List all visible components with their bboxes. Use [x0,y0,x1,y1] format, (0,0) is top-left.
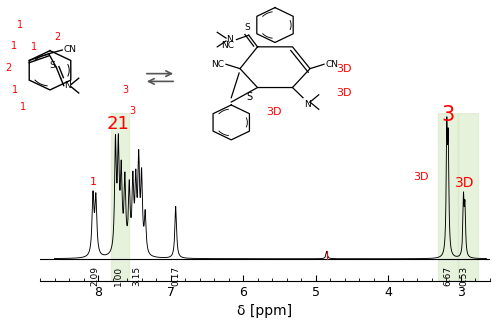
Text: 1: 1 [12,85,18,95]
Text: NC: NC [211,60,224,69]
Text: 1: 1 [90,177,96,187]
Text: 2: 2 [5,63,11,73]
Text: 21: 21 [106,115,129,133]
Text: 2: 2 [54,32,60,42]
Text: N: N [304,100,310,109]
Text: 1: 1 [20,102,26,112]
Bar [111,113,128,281]
Text: 1.00: 1.00 [114,266,123,286]
Bar [438,113,458,281]
Text: 2.09: 2.09 [90,266,99,286]
Bar [458,113,477,281]
Text: 3: 3 [130,106,136,116]
Text: CN: CN [64,45,76,54]
Text: N: N [64,81,71,90]
Text: S: S [49,61,54,70]
Text: 6.67: 6.67 [443,266,452,286]
Text: 0.53: 0.53 [460,266,468,286]
Text: S: S [246,92,252,102]
Text: 3.15: 3.15 [133,266,142,286]
Text: 3D: 3D [454,176,474,190]
Text: S: S [244,23,250,32]
Text: 3: 3 [122,85,128,95]
Text: NC: NC [221,41,234,50]
Text: N: N [226,35,233,44]
X-axis label: δ [ppm]: δ [ppm] [238,304,292,318]
Text: 0.17: 0.17 [171,266,180,286]
Text: 3D: 3D [266,107,282,117]
Text: 3D: 3D [414,172,429,182]
Text: 3: 3 [441,105,454,125]
Text: 3D: 3D [336,64,352,74]
Text: 1: 1 [30,42,37,52]
Text: 1: 1 [17,20,23,30]
Text: CN: CN [326,60,339,69]
Text: 3D: 3D [336,89,352,98]
Text: 1: 1 [11,41,17,51]
